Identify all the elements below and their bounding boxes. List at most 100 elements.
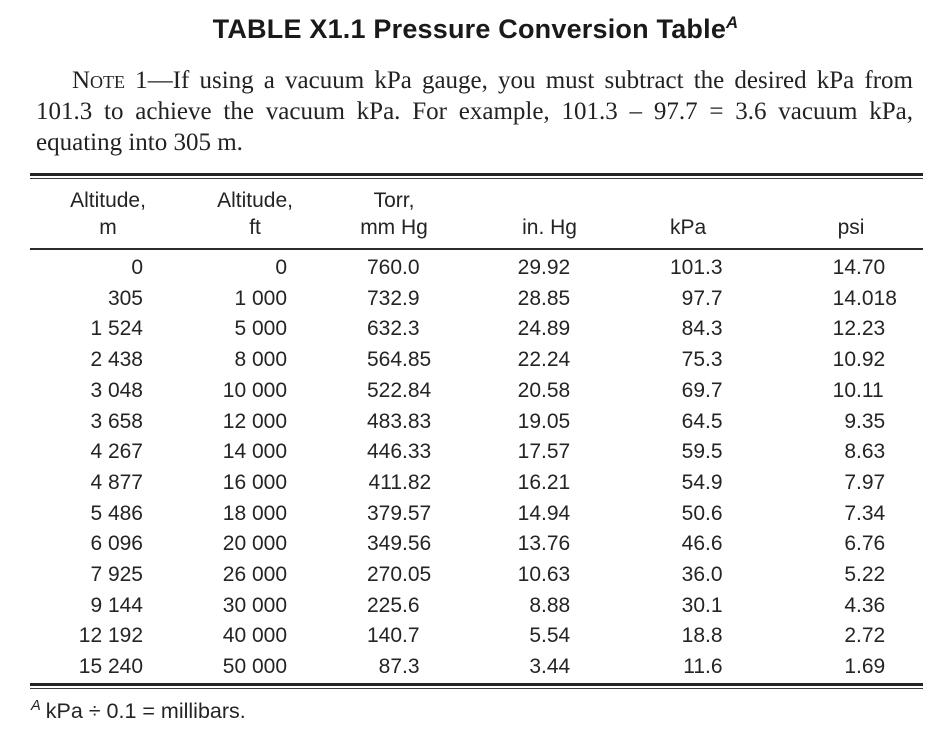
cell: 8 000 [234, 348, 288, 372]
cell [287, 249, 300, 284]
cell: 4 267 [90, 440, 143, 464]
pressure-table-block: Altitude, Altitude, Torr, m ft mm Hg in.… [30, 173, 924, 689]
cell: 270 [366, 563, 403, 587]
table-row: 3 658 12 000 483.83 19.05 64.5 9.35 [30, 407, 923, 438]
cell: 522 [366, 378, 403, 402]
cell [287, 621, 300, 652]
table-row: 12 192 40 000 140.7 5.54 18.8 2.72 [30, 621, 923, 652]
cell: .23 [856, 317, 886, 341]
cell: 50 000 [222, 655, 288, 679]
cell: 29 [517, 256, 542, 279]
cell: .92 [541, 256, 571, 279]
cell: 20 [517, 378, 542, 402]
cell: .3 [402, 317, 420, 341]
cell: .0 [402, 256, 420, 279]
column-header-kpa-unit: kPa [571, 214, 726, 250]
table-header-row-2: m ft mm Hg in. Hg kPa psi [30, 214, 924, 250]
cell [143, 499, 156, 530]
cell [287, 529, 300, 560]
table-row: 6 096 20 000 349.56 13.76 46.6 6.76 [30, 529, 923, 560]
column-header-text: m [99, 216, 117, 239]
cell: 9 144 [90, 593, 143, 617]
cell: .97 [856, 470, 886, 494]
cell: 140 [366, 624, 403, 648]
cell: .3 [705, 317, 723, 341]
column-header-psi-unit: psi [725, 214, 924, 250]
cell: 225 [366, 593, 403, 617]
cell: 97 [681, 286, 706, 310]
cell: 101 [669, 256, 706, 279]
column-header-altitude-m: Altitude, [30, 179, 156, 214]
cell: 305 [107, 286, 143, 310]
column-header-text: mm Hg [360, 216, 428, 239]
cell: 50 [681, 501, 706, 525]
cell: 0 [131, 256, 143, 279]
table-row: 15 240 50 000 87.3 3.44 11.6 1.69 [30, 652, 923, 683]
cell [143, 284, 156, 315]
cell: 446 [366, 440, 403, 464]
cell: 349 [366, 532, 403, 556]
cell: .9 [705, 470, 723, 494]
cell: 14 [832, 286, 857, 310]
cell [143, 345, 156, 376]
cell: .63 [541, 563, 571, 587]
cell: .6 [705, 655, 723, 679]
cell: .94 [541, 501, 571, 525]
cell: .44 [541, 655, 571, 679]
cell: .1 [705, 593, 723, 617]
cell: 22 [517, 348, 542, 372]
note-text: —If using a vacuum kPa gauge, you must s… [36, 67, 913, 156]
cell: 3 658 [90, 409, 143, 433]
table-row: 7 925 26 000 270.05 10.63 36.0 5.22 [30, 560, 923, 591]
cell [143, 376, 156, 407]
cell: .8 [705, 624, 723, 648]
cell: 46 [681, 532, 706, 556]
cell: 14 000 [222, 440, 288, 464]
column-header-torr-unit: mm Hg [300, 214, 433, 250]
note-paragraph: Note 1—If using a vacuum kPa gauge, you … [36, 65, 913, 158]
cell: 12 [832, 317, 857, 341]
table-row: 5 486 18 000 379.57 14.94 50.6 7.34 [30, 499, 923, 530]
table-title-text: TABLE X1.1 Pressure Conversion Table [212, 14, 727, 44]
cell: .83 [402, 409, 432, 433]
cell [287, 652, 300, 683]
cell: .05 [541, 409, 571, 433]
column-header-text: Altitude, [70, 189, 146, 212]
cell: 8 [529, 593, 542, 617]
cell: .3 [705, 256, 723, 279]
cell: .36 [856, 593, 886, 617]
cell: 3 [529, 655, 542, 679]
cell: .7 [705, 378, 723, 402]
cell [143, 249, 156, 284]
cell: 6 [844, 532, 857, 556]
cell: 1 [844, 655, 857, 679]
cell: .24 [541, 348, 571, 372]
cell [287, 560, 300, 591]
cell: 632 [366, 317, 403, 341]
cell [143, 437, 156, 468]
cell: .89 [541, 317, 571, 341]
cell: .54 [541, 624, 571, 648]
cell: .69 [856, 655, 886, 679]
cell: 16 000 [222, 470, 288, 494]
column-header-altitude-ft-unit: ft [156, 214, 301, 250]
cell: 732 [366, 286, 403, 310]
cell: .6 [705, 501, 723, 525]
cell [143, 529, 156, 560]
cell: 8 [844, 440, 857, 464]
cell [287, 437, 300, 468]
cell: .56 [402, 532, 432, 556]
table-header-row-1: Altitude, Altitude, Torr, [30, 179, 923, 214]
footnote-text: kPa ÷ 0.1 = millibars. [45, 698, 246, 723]
table-row: 1 524 5 000 632.3 24.89 84.3 12.23 [30, 314, 923, 345]
cell: 36 [681, 563, 706, 587]
column-header-text: kPa [669, 216, 707, 239]
column-header-kpa [571, 179, 725, 214]
cell: 12 000 [222, 409, 288, 433]
table-row: 9 144 30 000 225.6 8.88 30.1 4.36 [30, 591, 923, 622]
note-label: Note 1 [72, 67, 148, 94]
cell: .22 [856, 563, 886, 587]
cell: 26 000 [222, 563, 288, 587]
cell: .76 [541, 532, 571, 556]
cell: 7 [844, 470, 857, 494]
